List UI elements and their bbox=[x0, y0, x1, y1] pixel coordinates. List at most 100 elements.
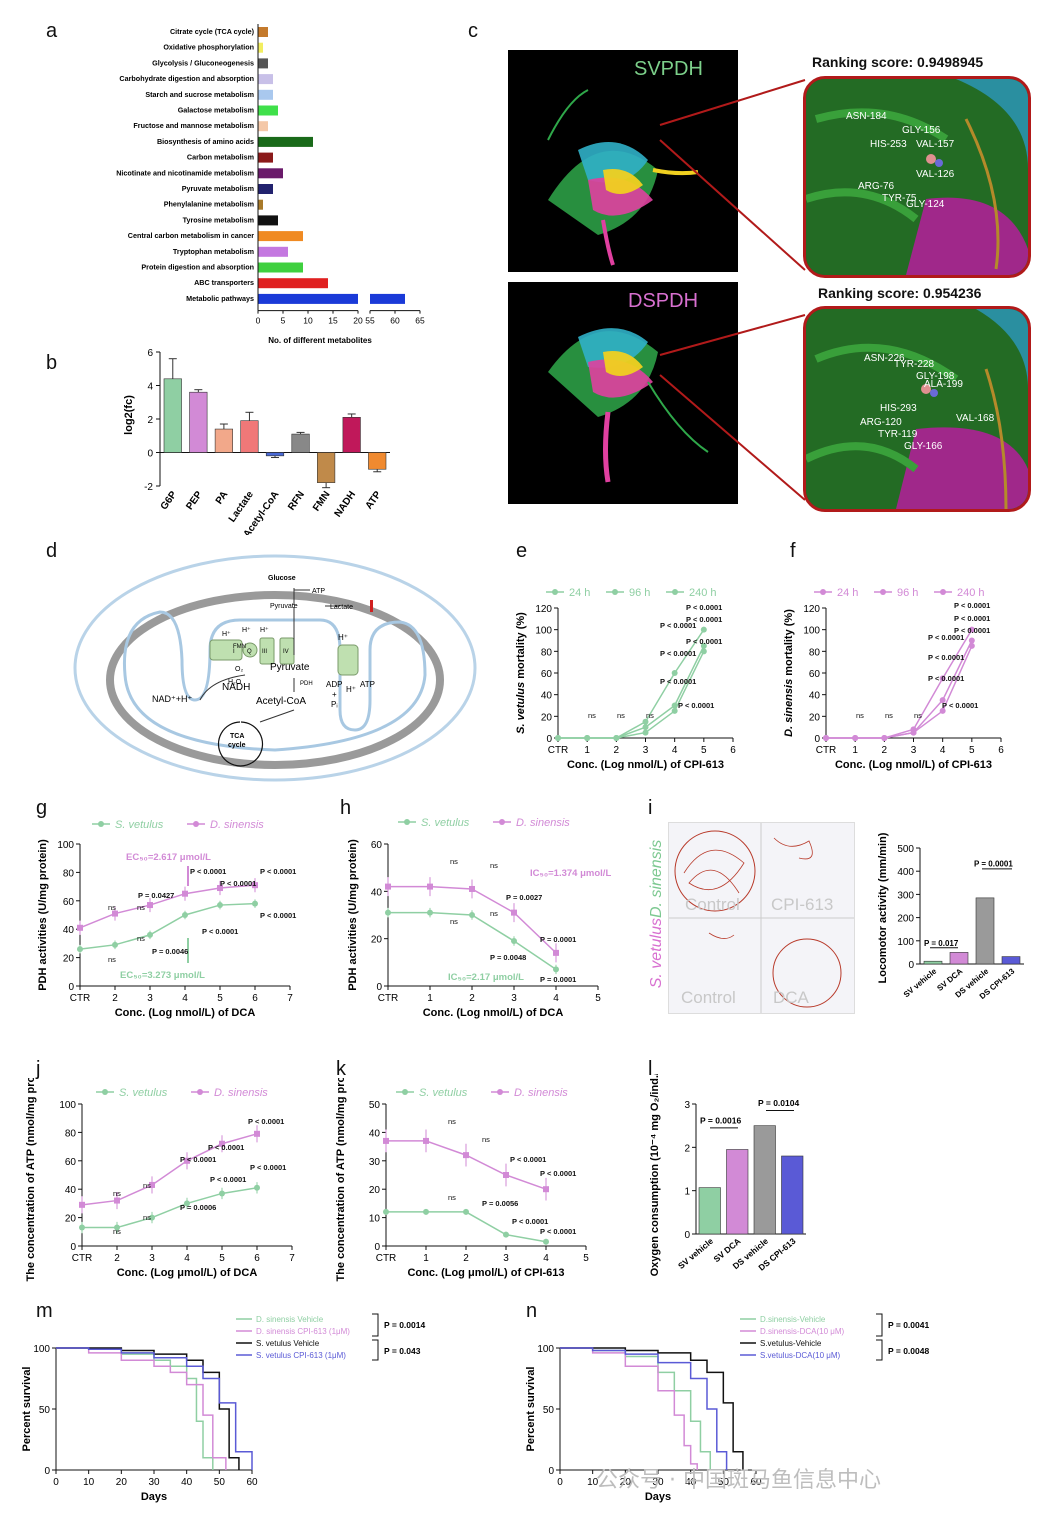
f-y-tick-label: 0 bbox=[814, 734, 820, 745]
e-y-tick-label: 20 bbox=[541, 712, 553, 723]
h-y-tick-label: 20 bbox=[371, 935, 383, 946]
n-y-tick-label: 50 bbox=[543, 1405, 555, 1416]
h-annotation: P = 0.0001 bbox=[540, 975, 576, 984]
a-bar bbox=[258, 89, 273, 100]
panel-label-k: k bbox=[336, 1058, 346, 1080]
m-legend-label: S. vetulus Vehicle bbox=[256, 1339, 320, 1348]
n-x-tick-label: 40 bbox=[685, 1477, 697, 1488]
d-nad: NAD⁺+H⁺ bbox=[152, 694, 193, 704]
sv-residue-label: GLY-124 bbox=[906, 199, 945, 210]
k-annotation: P = 0.0056 bbox=[482, 1199, 518, 1208]
h-ic50-sv: IC₅₀=2.17 μmol/L bbox=[448, 972, 524, 983]
d-pyruvate-top: Pyruvate bbox=[270, 603, 298, 610]
k-annotation: ns bbox=[448, 1193, 456, 1202]
k-annotation: P < 0.0001 bbox=[540, 1227, 576, 1236]
panel-j-chart: 0 20 40 60 80 100 CTR 2 3 4 5 6 7 Conc. (Log μmol/L) … bbox=[25, 1078, 295, 1282]
sv-binding-site-zoom: ASN-184 GLY-156 HIS-253 VAL-157 VAL-126 ARG-7… bbox=[803, 76, 1031, 278]
i-p1: P = 0.017 bbox=[924, 939, 959, 948]
panel-label-b: b bbox=[46, 352, 58, 374]
f-annotation: P < 0.0001 bbox=[954, 626, 990, 635]
panel-label-d: d bbox=[46, 540, 58, 562]
panel-b-ylabel: log2(fc) bbox=[123, 395, 135, 435]
k-x-tick-label: 2 bbox=[463, 1253, 469, 1264]
b-category-label: G6P bbox=[159, 489, 180, 512]
a-bar bbox=[258, 74, 273, 85]
l-ylabel: Oxygen consumption (10⁻⁴ mg O₂/ind./h) bbox=[649, 1074, 661, 1276]
f-annotation: P < 0.0001 bbox=[954, 601, 990, 610]
k-x-tick-label: 3 bbox=[503, 1253, 509, 1264]
a-category-label: Biosynthesis of amino acids bbox=[157, 137, 254, 146]
n-survival-curve bbox=[560, 1347, 698, 1470]
g-annotation: ns bbox=[137, 903, 145, 912]
f-ylabel-part: D. sinensis bbox=[783, 679, 795, 737]
g-legend-label: D. sinensis bbox=[210, 819, 264, 831]
d-fmn: FMN bbox=[233, 644, 246, 650]
e-annotation: P < 0.0001 bbox=[660, 649, 696, 658]
j-annotation: P < 0.0001 bbox=[250, 1163, 286, 1172]
n-p1: P = 0.0041 bbox=[888, 1320, 929, 1330]
m-survival-curve bbox=[56, 1347, 240, 1470]
e-ylabel-part: mortality (%) bbox=[515, 612, 527, 682]
j-annotation: P < 0.0001 bbox=[210, 1175, 246, 1184]
g-ec50-sv: EC₅₀=3.273 μmol/L bbox=[120, 970, 205, 981]
j-annotation: ns bbox=[113, 1227, 121, 1236]
h-x-tick-label: 2 bbox=[469, 993, 475, 1004]
n-x-tick-label: 20 bbox=[620, 1477, 632, 1488]
f-x-tick-label: 4 bbox=[940, 745, 946, 756]
n-survival-curve bbox=[560, 1347, 728, 1470]
f-y-tick-label: 60 bbox=[809, 669, 821, 680]
h-legend-marker bbox=[499, 819, 505, 825]
h-legend-label: D. sinensis bbox=[516, 817, 570, 829]
m-survival-curve bbox=[56, 1347, 253, 1470]
d-hplus2: H⁺ bbox=[242, 627, 251, 634]
f-y-tick-label: 20 bbox=[809, 712, 821, 723]
h-annotation: P = 0.0001 bbox=[540, 935, 576, 944]
g-annotation: P < 0.0001 bbox=[260, 911, 296, 920]
locomotion-tracks-grid: Control CPI-613 Control DCA bbox=[668, 822, 855, 1014]
n-x-tick-label: 0 bbox=[557, 1477, 563, 1488]
j-y-tick-label: 20 bbox=[65, 1214, 77, 1225]
a-bar bbox=[258, 278, 328, 289]
m-x-tick-label: 60 bbox=[246, 1477, 258, 1488]
g-x-tick-label: 7 bbox=[287, 993, 293, 1004]
a-category-label: Galactose metabolism bbox=[178, 106, 254, 115]
f-annotation: P < 0.0001 bbox=[954, 614, 990, 623]
a-bar bbox=[258, 262, 303, 273]
a-category-label: Central carbon metabolism in cancer bbox=[128, 231, 254, 240]
a-x-tick-label: 15 bbox=[328, 316, 338, 326]
a-category-label: Tryptophan metabolism bbox=[173, 247, 254, 256]
l-p2: P = 0.0104 bbox=[758, 1098, 799, 1108]
j-x-tick-label: 5 bbox=[219, 1253, 225, 1264]
a-category-label: Fructose and mannose metabolism bbox=[133, 121, 254, 130]
e-x-tick-label: 4 bbox=[672, 745, 678, 756]
i-y-tick-label: 100 bbox=[897, 937, 914, 948]
sv-residue-label: ARG-76 bbox=[858, 181, 895, 192]
a-x-tick-label: 65 bbox=[415, 316, 425, 326]
n-ylabel: Percent survival bbox=[525, 1367, 537, 1452]
g-legend-marker bbox=[193, 821, 199, 827]
m-legend-label: D. sinensis Vehicle bbox=[256, 1315, 324, 1324]
e-x-tick-label: 5 bbox=[701, 745, 707, 756]
panel-a-chart: Citrate cycle (TCA cycle) Oxidative phosp… bbox=[116, 24, 425, 345]
j-legend-marker bbox=[197, 1089, 203, 1095]
e-x-tick-label: CTR bbox=[548, 745, 569, 756]
g-y-tick-label: 100 bbox=[57, 840, 74, 851]
ds-residue-label: VAL-168 bbox=[956, 413, 995, 424]
sv-residue-label: TYR-75 bbox=[882, 193, 917, 204]
panel-label-f: f bbox=[790, 540, 796, 562]
e-point bbox=[671, 702, 678, 709]
e-x-tick-label: 2 bbox=[614, 745, 620, 756]
g-x-tick-label: 3 bbox=[147, 993, 153, 1004]
d-acetylcoa: Acetyl-CoA bbox=[256, 696, 306, 707]
a-category-label: Glycolysis / Gluconeogenesis bbox=[152, 58, 254, 67]
a-bar bbox=[258, 293, 358, 304]
sv-residue-label: VAL-157 bbox=[916, 139, 955, 150]
i-ylabel: Locomotor activity (mm/min) bbox=[877, 832, 889, 983]
a-x-tick-label: 55 bbox=[365, 316, 375, 326]
e-y-tick-label: 60 bbox=[541, 669, 553, 680]
j-y-tick-label: 0 bbox=[70, 1242, 76, 1253]
k-y-tick-label: 40 bbox=[369, 1128, 381, 1139]
d-lactate: Lactate bbox=[330, 604, 353, 611]
m-ylabel-part: Percent survival bbox=[21, 1367, 33, 1452]
